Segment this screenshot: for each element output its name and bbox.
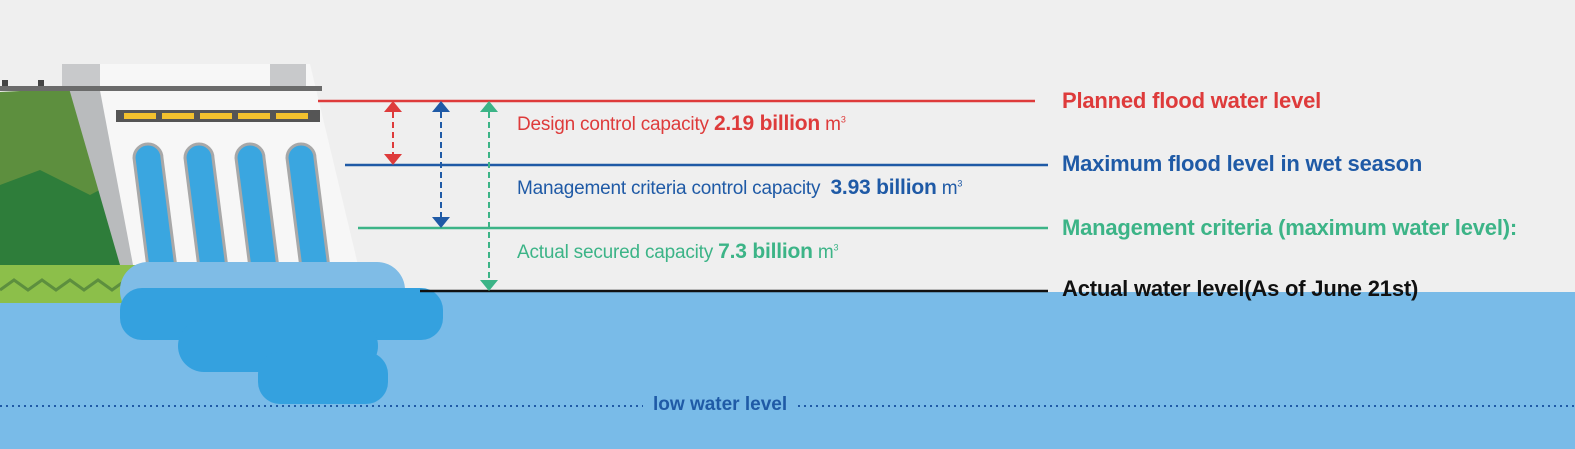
secured-capacity-value: 7.3 billion: [718, 240, 813, 263]
dam: [0, 64, 358, 270]
design-capacity-value: 2.19 billion: [713, 112, 821, 135]
low-water-label: low water level: [643, 394, 798, 416]
design-capacity-text: Design control capacity: [517, 114, 709, 135]
criteria-label: Management criteria (maximum water level…: [1062, 215, 1517, 240]
management-capacity-arrow: [432, 101, 450, 228]
management-capacity-value: 3.93 billion: [830, 176, 937, 199]
planned-flood-label: Planned flood water level: [1062, 88, 1322, 113]
secured-capacity-text: Actual secured capacity: [517, 242, 714, 263]
design-capacity-label: Design control capacity 2.19 billion m3: [517, 112, 846, 136]
design-capacity-unit: m3: [825, 114, 846, 135]
outflow-splash: [120, 262, 443, 404]
actual-water-label: Actual water level(As of June 21st): [1062, 276, 1419, 301]
management-capacity-label: Management criteria control capacity 3.9…: [517, 176, 962, 200]
secured-capacity-label: Actual secured capacity 7.3 billion m3: [517, 240, 839, 264]
management-capacity-text: Management criteria control capacity: [517, 178, 821, 199]
secured-capacity-unit: m3: [817, 242, 839, 263]
management-capacity-unit: m3: [941, 178, 963, 199]
design-capacity-arrow: [384, 101, 402, 165]
spillway-gates: [132, 142, 331, 270]
secured-capacity-arrow: [480, 101, 498, 291]
max-flood-label: Maximum flood level in wet season: [1062, 151, 1423, 176]
